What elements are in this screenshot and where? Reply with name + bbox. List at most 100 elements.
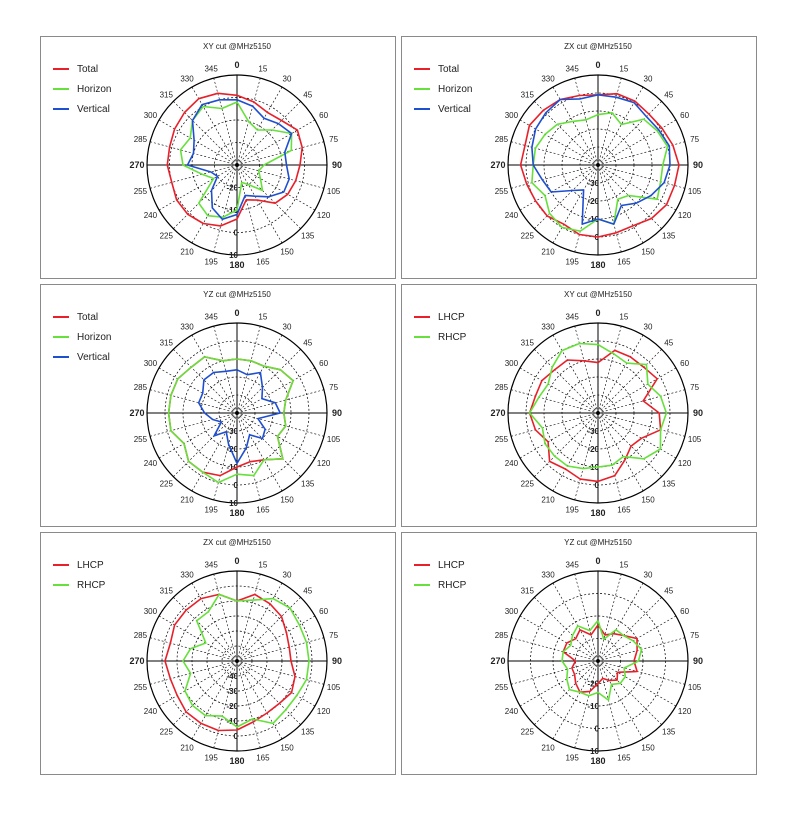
angle-tick-label: 315 bbox=[160, 338, 174, 347]
angle-tick-label: 210 bbox=[541, 744, 555, 753]
angle-tick-label: 75 bbox=[329, 631, 338, 640]
grid-spoke bbox=[236, 367, 316, 414]
radial-tick-label: -20 bbox=[587, 197, 599, 206]
grid-spoke bbox=[597, 660, 686, 685]
angle-tick-label: 30 bbox=[644, 322, 653, 331]
angle-tick-label: 45 bbox=[664, 586, 673, 595]
angle-tick-label: 345 bbox=[204, 560, 218, 569]
legend-item: Total bbox=[53, 307, 111, 327]
angle-tick-label: 330 bbox=[180, 570, 194, 579]
grid-spoke bbox=[236, 412, 316, 459]
angle-tick-label: 330 bbox=[541, 322, 555, 331]
grid-spoke bbox=[510, 412, 599, 437]
angle-tick-label: 195 bbox=[565, 754, 579, 763]
angle-tick-label: 210 bbox=[541, 496, 555, 505]
angle-tick-label: 120 bbox=[678, 707, 692, 716]
grid-spoke bbox=[236, 412, 283, 492]
radial-tick-label: 0 bbox=[234, 229, 239, 238]
angle-tick-label: 180 bbox=[229, 756, 244, 766]
angle-tick-label: 0 bbox=[234, 308, 239, 318]
angle-tick-label: 240 bbox=[505, 707, 519, 716]
angle-tick-label: 60 bbox=[680, 607, 689, 616]
radial-tick-label: 0 bbox=[234, 481, 239, 490]
angle-tick-label: 285 bbox=[495, 135, 509, 144]
angle-tick-label: 210 bbox=[180, 744, 194, 753]
grid-spoke bbox=[236, 164, 325, 189]
radial-tick-label: -10 bbox=[226, 717, 238, 726]
angle-tick-label: 15 bbox=[619, 312, 628, 321]
grid-spoke bbox=[236, 325, 261, 414]
grid-spoke bbox=[519, 119, 599, 166]
radial-tick-label: -20 bbox=[587, 445, 599, 454]
angle-tick-label: 225 bbox=[521, 232, 535, 241]
legend-swatch bbox=[53, 68, 69, 70]
angle-tick-label: 165 bbox=[256, 506, 270, 515]
angle-tick-label: 120 bbox=[678, 459, 692, 468]
grid-spoke bbox=[597, 660, 644, 740]
grid-spoke bbox=[597, 164, 662, 229]
angle-tick-label: 180 bbox=[590, 756, 605, 766]
angle-tick-label: 135 bbox=[301, 480, 315, 489]
grid-spoke bbox=[597, 119, 677, 166]
angle-tick-label: 120 bbox=[317, 707, 331, 716]
radial-tick-label: -10 bbox=[587, 215, 599, 224]
angle-tick-label: 255 bbox=[134, 683, 148, 692]
angle-tick-label: 45 bbox=[664, 338, 673, 347]
angle-tick-label: 345 bbox=[565, 312, 579, 321]
angle-tick-label: 315 bbox=[160, 586, 174, 595]
grid-spoke bbox=[597, 389, 686, 414]
angle-tick-label: 135 bbox=[662, 232, 676, 241]
chart-title: XY cut @MHz5150 bbox=[564, 290, 633, 299]
grid-spoke bbox=[552, 86, 599, 166]
legend-label: RHCP bbox=[438, 579, 467, 591]
grid-spoke bbox=[149, 389, 238, 414]
grid-spoke bbox=[236, 637, 325, 662]
angle-tick-label: 165 bbox=[617, 258, 631, 267]
legend-label: Horizon bbox=[77, 83, 112, 95]
angle-tick-label: 150 bbox=[641, 744, 655, 753]
series-line-lhcp bbox=[164, 593, 296, 732]
grid-spoke bbox=[534, 349, 599, 414]
chart-panel-yz-cp: YZ cut @MHz5150 0 15 30 45 60 75 90 105 120 135 150… bbox=[401, 532, 757, 775]
angle-tick-label: 345 bbox=[565, 560, 579, 569]
radial-tick-label: -10 bbox=[587, 702, 599, 711]
series-line-total bbox=[166, 92, 304, 227]
angle-tick-label: 75 bbox=[690, 631, 699, 640]
grid-spoke bbox=[158, 412, 238, 459]
grid-spoke bbox=[519, 367, 599, 414]
grid-spoke bbox=[510, 164, 599, 189]
grid-spoke bbox=[597, 412, 677, 459]
grid-spoke bbox=[236, 660, 325, 685]
polar-chart: XY cut @MHz5150 0 15 30 45 60 75 90 105 120 135 150… bbox=[490, 290, 703, 518]
polar-chart: ZX cut @MHz5150 0 15 30 45 60 75 90 105 120 135 150… bbox=[129, 538, 342, 766]
grid-spoke bbox=[173, 660, 238, 725]
grid-spoke bbox=[534, 660, 599, 725]
chart-title: ZX cut @MHz5150 bbox=[203, 538, 271, 547]
angle-tick-label: 270 bbox=[129, 408, 144, 418]
legend-item: Horizon bbox=[53, 79, 111, 99]
grid-spoke bbox=[158, 164, 238, 211]
grid-spoke bbox=[552, 582, 599, 662]
grid-spoke bbox=[597, 412, 644, 492]
angle-tick-label: 210 bbox=[180, 248, 194, 257]
angle-tick-label: 75 bbox=[690, 135, 699, 144]
grid-spoke bbox=[519, 615, 599, 662]
radial-tick-label: -10 bbox=[226, 206, 238, 215]
angle-tick-label: 150 bbox=[641, 248, 655, 257]
angle-tick-label: 180 bbox=[229, 260, 244, 270]
series-line-rhcp bbox=[528, 342, 668, 470]
legend-item: RHCP bbox=[53, 575, 105, 595]
angle-tick-label: 345 bbox=[204, 64, 218, 73]
grid-spoke bbox=[597, 582, 644, 662]
grid-spoke bbox=[173, 597, 238, 662]
angle-tick-label: 15 bbox=[619, 64, 628, 73]
series-line-horizon bbox=[179, 101, 293, 218]
grid-spoke bbox=[597, 412, 662, 477]
series-line-vertical bbox=[197, 369, 281, 465]
angle-tick-label: 240 bbox=[505, 211, 519, 220]
radial-tick-label: -20 bbox=[587, 680, 599, 689]
angle-tick-label: 195 bbox=[565, 258, 579, 267]
legend-swatch bbox=[53, 108, 69, 110]
angle-tick-label: 45 bbox=[664, 90, 673, 99]
grid-spoke bbox=[236, 389, 325, 414]
